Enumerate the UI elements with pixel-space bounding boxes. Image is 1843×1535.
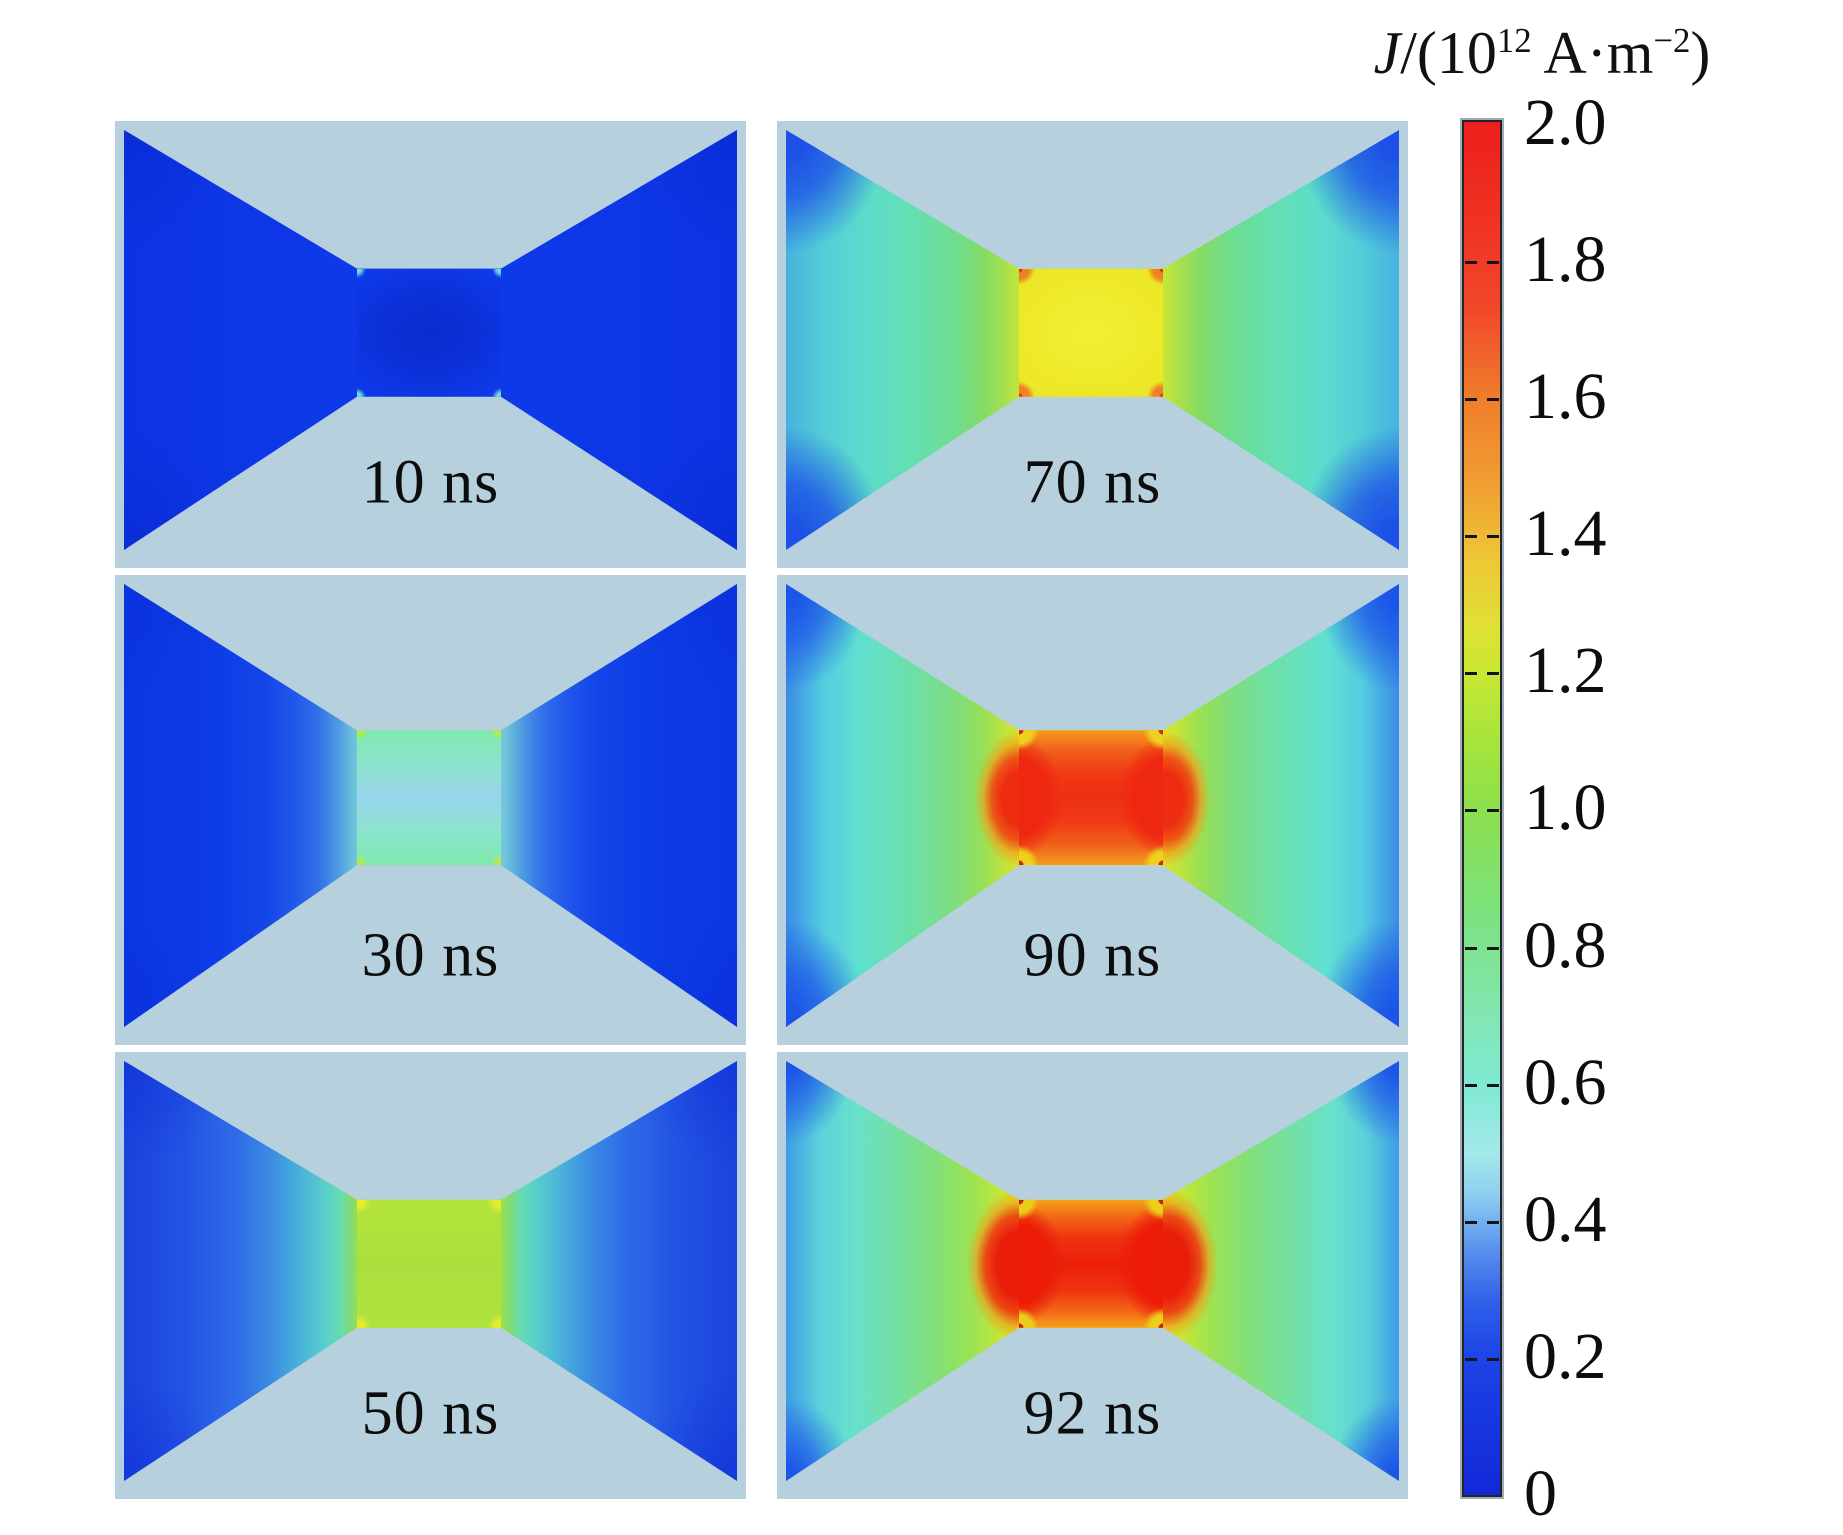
colorbar-title: J/(1012 A·m−2) <box>1340 20 1744 86</box>
colorbar-tick-label-1.6: 1.6 <box>1524 360 1607 433</box>
neck-region <box>1018 730 1163 866</box>
panel-92ns: 92 ns <box>777 1052 1408 1499</box>
colorbar-tick-label-0.4: 0.4 <box>1524 1183 1607 1256</box>
panel-50ns: 50 ns <box>115 1052 746 1499</box>
neck-region <box>356 730 501 866</box>
colorbar-tick-label-0: 0 <box>1524 1457 1557 1530</box>
time-label: 30 ns <box>361 921 500 990</box>
panel-30ns: 30 ns <box>115 575 746 1045</box>
colorbar <box>1460 118 1504 1499</box>
colorbar-tick-label-0.8: 0.8 <box>1524 909 1607 982</box>
colorbar-tick-label-1.0: 1.0 <box>1524 771 1607 844</box>
panel-70ns: 70 ns <box>777 121 1408 568</box>
panel-10ns: 10 ns <box>115 121 746 568</box>
colorbar-title-unit-exponent: −2 <box>1653 21 1691 60</box>
neck-region <box>1018 1199 1163 1328</box>
panel-90ns: 90 ns <box>777 575 1408 1045</box>
colorbar-tick-label-1.2: 1.2 <box>1524 634 1607 707</box>
neck-region <box>1018 268 1163 397</box>
colorbar-gradient <box>1464 122 1500 1495</box>
neck-region <box>356 1199 501 1328</box>
colorbar-tick-label-0.6: 0.6 <box>1524 1046 1607 1119</box>
colorbar-tick-label-0.2: 0.2 <box>1524 1320 1607 1393</box>
colorbar-tick-label-2.0: 2.0 <box>1524 86 1607 159</box>
colorbar-title-exponent: 12 <box>1496 21 1532 60</box>
time-label: 50 ns <box>361 1379 500 1448</box>
time-label: 10 ns <box>361 448 500 517</box>
colorbar-title-close: ) <box>1690 20 1711 86</box>
time-label: 92 ns <box>1023 1379 1162 1448</box>
neck-region <box>356 268 501 397</box>
time-label: 90 ns <box>1023 921 1162 990</box>
colorbar-tick-label-1.4: 1.4 <box>1524 497 1607 570</box>
colorbar-title-unit: A·m <box>1531 20 1654 86</box>
time-label: 70 ns <box>1023 448 1162 517</box>
colorbar-title-open: /(10 <box>1400 20 1497 86</box>
colorbar-title-variable: J <box>1373 20 1401 86</box>
colorbar-tick-label-1.8: 1.8 <box>1524 223 1607 296</box>
